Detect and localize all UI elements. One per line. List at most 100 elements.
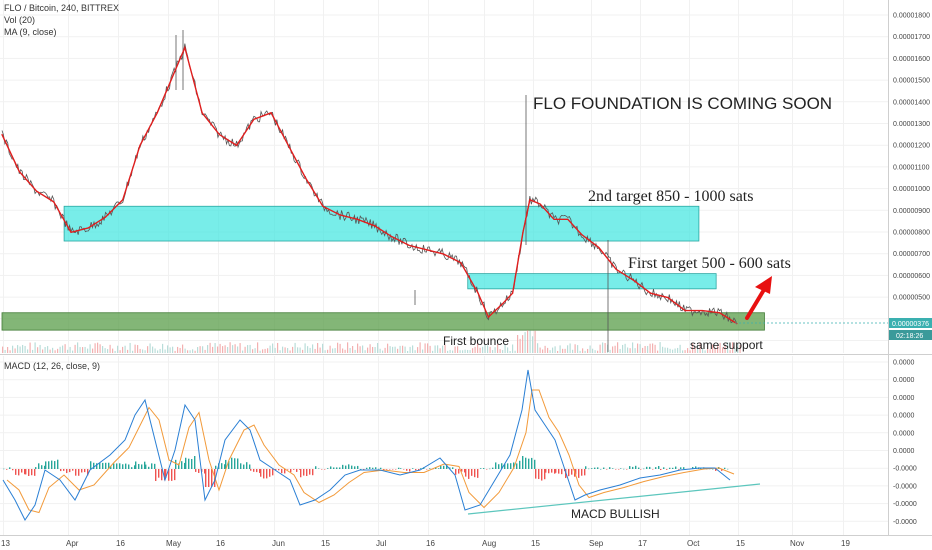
- macd-histogram-bar: [638, 467, 640, 469]
- macd-histogram-bar: [175, 459, 177, 469]
- price-tick-label: 0.00001000: [893, 186, 930, 193]
- ma-point: [139, 144, 141, 146]
- macd-histogram-bar: [318, 468, 320, 470]
- volume-bar: [677, 347, 679, 353]
- volume-bar: [714, 347, 716, 353]
- macd-histogram-bar: [629, 466, 631, 469]
- volume-bar: [469, 350, 471, 353]
- volume-bar: [627, 347, 629, 353]
- date-tick-label: Aug: [482, 539, 496, 548]
- macd-tick-label: -0.0000: [893, 483, 917, 490]
- volume-bar: [284, 347, 286, 353]
- macd-histogram-bar: [643, 468, 645, 470]
- macd-histogram-bar: [228, 460, 230, 469]
- volume-bar: [14, 348, 16, 353]
- annotation-same-support[interactable]: same support: [690, 338, 763, 352]
- volume-bar: [99, 344, 101, 353]
- volume-bar: [82, 347, 84, 353]
- macd-histogram-bar: [246, 462, 248, 469]
- macd-histogram-bar: [675, 466, 677, 469]
- date-tick-label: Apr: [66, 539, 79, 548]
- macd-histogram-bar: [692, 466, 694, 469]
- macd-histogram-bar: [489, 468, 491, 470]
- volume-bar: [639, 344, 641, 353]
- macd-axis-ticks[interactable]: 0.0000 0.0000 0.0000 0.0000 0.0000 0.0000 -0.0…: [893, 360, 917, 526]
- macd-histogram-bar: [351, 465, 353, 469]
- symbol-legend[interactable]: FLO / Bitcoin, 240, BITTREX: [4, 3, 119, 13]
- macd-histogram-bar: [632, 466, 634, 469]
- macd-histogram-bar: [525, 457, 527, 469]
- last-price-label: 0.00000376: [892, 321, 929, 328]
- annotation-target-2[interactable]: 2nd target 850 - 1000 sats: [588, 188, 753, 205]
- macd-histogram-bar: [296, 469, 298, 472]
- macd-histogram-bar: [131, 467, 133, 469]
- macd-histogram-bar: [113, 463, 115, 469]
- ma-legend[interactable]: MA (9, close): [4, 27, 57, 37]
- macd-line[interactable]: [2, 369, 731, 521]
- volume-legend[interactable]: Vol (20): [4, 15, 35, 25]
- ma-point: [53, 201, 55, 203]
- volume-bar: [157, 350, 159, 353]
- macd-histogram-bar: [78, 469, 80, 476]
- volume-bar: [544, 345, 546, 353]
- zone-target-2[interactable]: [63, 205, 700, 242]
- ma-point: [701, 309, 703, 312]
- volume-bar: [524, 332, 526, 353]
- macd-histogram-bar: [290, 469, 292, 473]
- time-axis-ticks[interactable]: 13 Apr 16 May 16 Jun 15 Jul 16 Aug 15 Sep 17 Oct 15 Nov…: [1, 539, 850, 548]
- annotation-target-1[interactable]: First target 500 - 600 sats: [628, 255, 791, 272]
- macd-signal-line[interactable]: [6, 389, 735, 514]
- volume-bar: [464, 349, 466, 353]
- volume-bar: [682, 350, 684, 353]
- volume-bar: [132, 350, 134, 353]
- macd-histogram-bar: [63, 469, 65, 471]
- up-arrow-icon[interactable]: [745, 276, 772, 320]
- ma-point: [487, 316, 490, 318]
- macd-histogram-bar: [615, 469, 617, 470]
- macd-histogram-bar: [204, 469, 206, 474]
- zone-support[interactable]: [1, 312, 765, 331]
- volume-bar: [34, 342, 36, 353]
- macd-legend[interactable]: MACD (12, 26, close, 9): [4, 361, 100, 371]
- macd-histogram-bar: [72, 469, 74, 471]
- macd-histogram-bar: [158, 469, 160, 478]
- zone-target-1[interactable]: [467, 273, 717, 290]
- macd-histogram-bar: [108, 462, 110, 469]
- volume-bar: [244, 346, 246, 353]
- volume-bar: [249, 344, 251, 353]
- volume-bar: [127, 349, 129, 353]
- macd-histogram-bar: [443, 465, 445, 469]
- volume-bar: [324, 350, 326, 353]
- annotation-first-bounce[interactable]: First bounce: [443, 334, 509, 348]
- volume-bar: [384, 347, 386, 353]
- annotation-foundation[interactable]: FLO FOUNDATION IS COMING SOON: [533, 94, 832, 113]
- macd-histogram-bar: [93, 462, 95, 469]
- price-tick-label: 0.00001600: [893, 56, 930, 63]
- volume-bar: [587, 348, 589, 353]
- macd-trendline[interactable]: [467, 483, 761, 515]
- volume-bar: [187, 350, 189, 353]
- macd-histogram-bar: [348, 464, 350, 469]
- price-axis-ticks[interactable]: 0.00001800 0.00001700 0.00001600 0.00001500…: [893, 13, 930, 302]
- volume-bar: [494, 347, 496, 353]
- last-price-badge[interactable]: [889, 318, 932, 328]
- macd-histogram-bar: [535, 469, 537, 479]
- volume-bar: [357, 343, 359, 353]
- volume-bar: [119, 350, 121, 353]
- ma-point: [170, 79, 172, 81]
- macd-histogram-bar: [426, 469, 428, 470]
- volume-bar: [149, 343, 151, 353]
- volume-bar: [277, 342, 279, 353]
- macd-histogram-bar: [655, 467, 657, 469]
- macd-histogram-bar: [38, 463, 40, 469]
- volume-bar: [262, 349, 264, 353]
- ma-point: [408, 244, 410, 246]
- annotation-macd-bullish[interactable]: MACD BULLISH: [571, 507, 660, 521]
- macd-histogram-bar: [171, 469, 173, 481]
- date-tick-label: 16: [426, 539, 435, 548]
- macd-histogram-bar: [581, 469, 583, 476]
- date-tick-label: Nov: [790, 539, 804, 548]
- macd-histogram-bar: [75, 469, 77, 476]
- volume-bar: [422, 349, 424, 353]
